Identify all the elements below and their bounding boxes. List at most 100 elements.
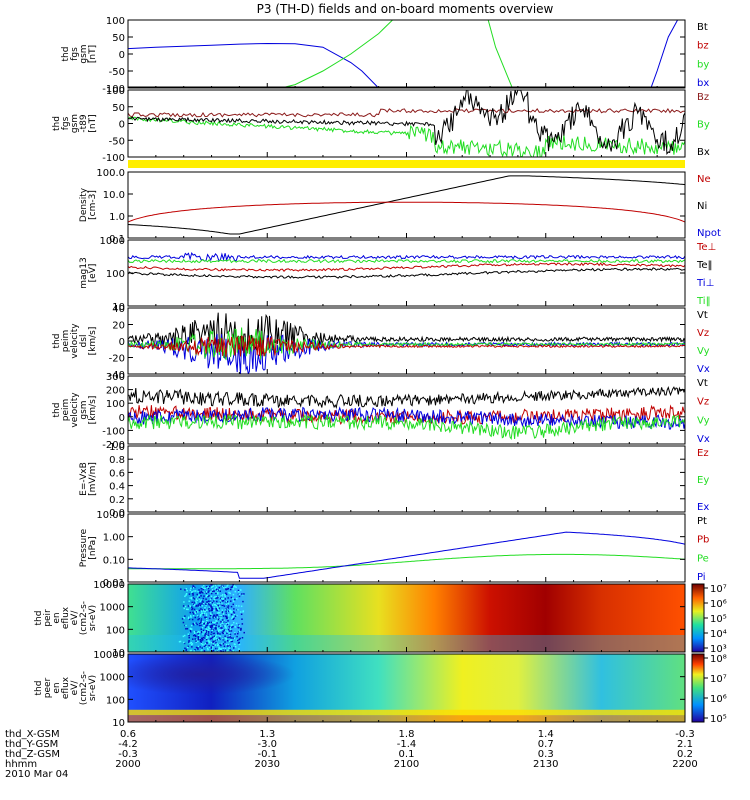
ylabel-line: fgs	[70, 47, 80, 61]
ytick-label: 100	[106, 16, 125, 27]
ytick-label: 100	[106, 695, 125, 706]
colorbar-tick: 10⁷	[710, 674, 727, 685]
xaxis-date: 2010 Mar 04	[5, 769, 68, 780]
series-vx	[128, 406, 685, 430]
legend-By: By	[697, 120, 710, 131]
legend-Bx: Bx	[697, 147, 710, 158]
ytick-label: -50	[109, 67, 125, 78]
panel-pressure-plot	[128, 531, 685, 579]
ylabel-line: thd	[52, 334, 62, 349]
panel-fgs2-plot	[128, 90, 685, 157]
ytick-label: 10	[112, 718, 125, 729]
panel-temp-frame	[127, 239, 686, 307]
series-pi	[128, 531, 685, 579]
ytick-label: -20	[109, 354, 125, 365]
panel-vel_gsm: 300 200 100 0 -100 -200 thd peim velocity gsm [km/…	[52, 372, 710, 451]
xaxis-value: 2100	[394, 759, 419, 770]
xaxis-row-label: thd_Y-GSM	[5, 739, 58, 750]
legend-Bz: Bz	[697, 92, 709, 103]
ylabel-line: [nPa]	[88, 536, 98, 559]
legend-Pe: Pe	[697, 553, 709, 564]
ytick-label: 100.0	[96, 168, 125, 179]
ylabel-line: peir	[43, 609, 53, 627]
ytick-label: 10.0	[103, 190, 125, 201]
colorbar-tick: 10⁴	[710, 629, 727, 640]
legend-Pb: Pb	[697, 535, 709, 546]
xaxis-value: 0.2	[677, 749, 693, 760]
ytick-label: 1.0	[109, 212, 125, 223]
ylabel-line: gsm	[79, 400, 89, 419]
ylabel-line: eV/	[70, 680, 80, 696]
ytick-label: 0	[119, 50, 125, 61]
ytick-label: 100	[106, 86, 125, 97]
ylabel-line: [mV/m]	[88, 462, 98, 496]
ylabel-line: thd	[52, 116, 62, 131]
ytick-label: -100	[102, 153, 125, 164]
series-by	[128, 116, 685, 157]
ylabel-line: eflux	[61, 606, 71, 629]
xaxis-value: 0.3	[538, 749, 554, 760]
ylabel-line: sr-eV)	[88, 605, 98, 631]
legend-Vy: Vy	[697, 415, 710, 426]
ylabel-line: gsm	[79, 44, 89, 63]
ytick-label: 0	[119, 337, 125, 348]
ytick-label: 1.00	[103, 533, 125, 544]
ytick-label: -100	[102, 426, 125, 437]
ytick-label: 0.8	[109, 455, 125, 466]
colorbar-tick: 10⁷	[710, 584, 727, 595]
ytick-label: 0.6	[109, 468, 125, 479]
ytick-label: 10000	[93, 580, 125, 591]
ylabel-line: (cm2-s-	[79, 601, 89, 635]
ylabel-line: [nT]	[88, 114, 98, 132]
ylabel-line: thd	[34, 681, 44, 696]
ylabel-line: peim	[61, 330, 71, 353]
ylabel-line: [eV]	[88, 264, 98, 283]
ylabel-line: fgs	[61, 116, 71, 130]
ylabel-line: thd	[34, 611, 44, 626]
panel-peir-plot	[128, 584, 685, 652]
figure-title: P3 (TH-D) fields and on-board moments ov…	[257, 2, 554, 16]
series-ti-par	[128, 258, 685, 264]
panel-pressure: 10.00 1.00 0.10 0.01 Pressure [nPa] Pt Pb Pe Pi	[79, 510, 709, 589]
legend-Vt: Vt	[697, 378, 708, 389]
legend-Ni: Ni	[697, 201, 707, 212]
panel-peer: 10000 1000 100 10 thd peer en eflux eV/(cm2-s-sr…	[34, 650, 727, 729]
legend-bz: bz	[697, 41, 709, 52]
panel-temp-plot	[128, 251, 685, 279]
series-vt	[128, 386, 685, 409]
xaxis-value: 0.7	[538, 739, 554, 750]
ytick-label: -50	[109, 136, 125, 147]
panel-peer-plot	[128, 654, 685, 722]
xaxis-value: -0.1	[257, 749, 277, 760]
ylabel-line: sr-eV)	[88, 675, 98, 701]
ylabel-line: mag13	[79, 257, 89, 288]
legend-Bt: Bt	[697, 22, 708, 33]
xaxis-value: 2.1	[677, 739, 693, 750]
panel-vel_dsl: 40 20 0 -20 -40 thd peim velocity dsl [km/s] Vt Vz V…	[52, 304, 710, 381]
xaxis-row-label: hhmm	[5, 759, 37, 770]
legend-Ti‖: Ti‖	[696, 296, 711, 307]
ytick-label: 0.01	[103, 578, 125, 589]
series-bx	[128, 42, 380, 88]
colorbar-peer	[691, 653, 705, 723]
xaxis-row-label: thd_X-GSM	[5, 729, 60, 740]
legend-Vz: Vz	[697, 328, 709, 339]
ylabel-line: thd	[52, 403, 62, 418]
xaxis-value: 1.3	[259, 729, 275, 740]
xaxis-value: 2030	[255, 759, 280, 770]
ylabel-line: velocity	[70, 323, 80, 359]
legend-by: by	[697, 59, 709, 70]
ytick-label: 1000	[100, 236, 125, 247]
quality-bar	[128, 160, 685, 168]
legend-Ez: Ez	[697, 448, 709, 459]
ytick-label: 10	[112, 302, 125, 313]
colorbar-tick: 10⁶	[710, 694, 727, 705]
panel-vel_dsl-plot	[128, 312, 685, 374]
ytick-label: 0	[119, 120, 125, 131]
legend-Vx: Vx	[697, 434, 710, 445]
legend-Pi: Pi	[697, 572, 706, 583]
ytick-label: 20	[112, 321, 125, 332]
spectrogram-peer-band	[128, 709, 685, 716]
panel-temp: 1000 100 10 mag13 [eV] Te⊥ Te‖ Ti⊥ Ti‖	[79, 236, 716, 313]
ytick-label: 10000	[93, 650, 125, 661]
